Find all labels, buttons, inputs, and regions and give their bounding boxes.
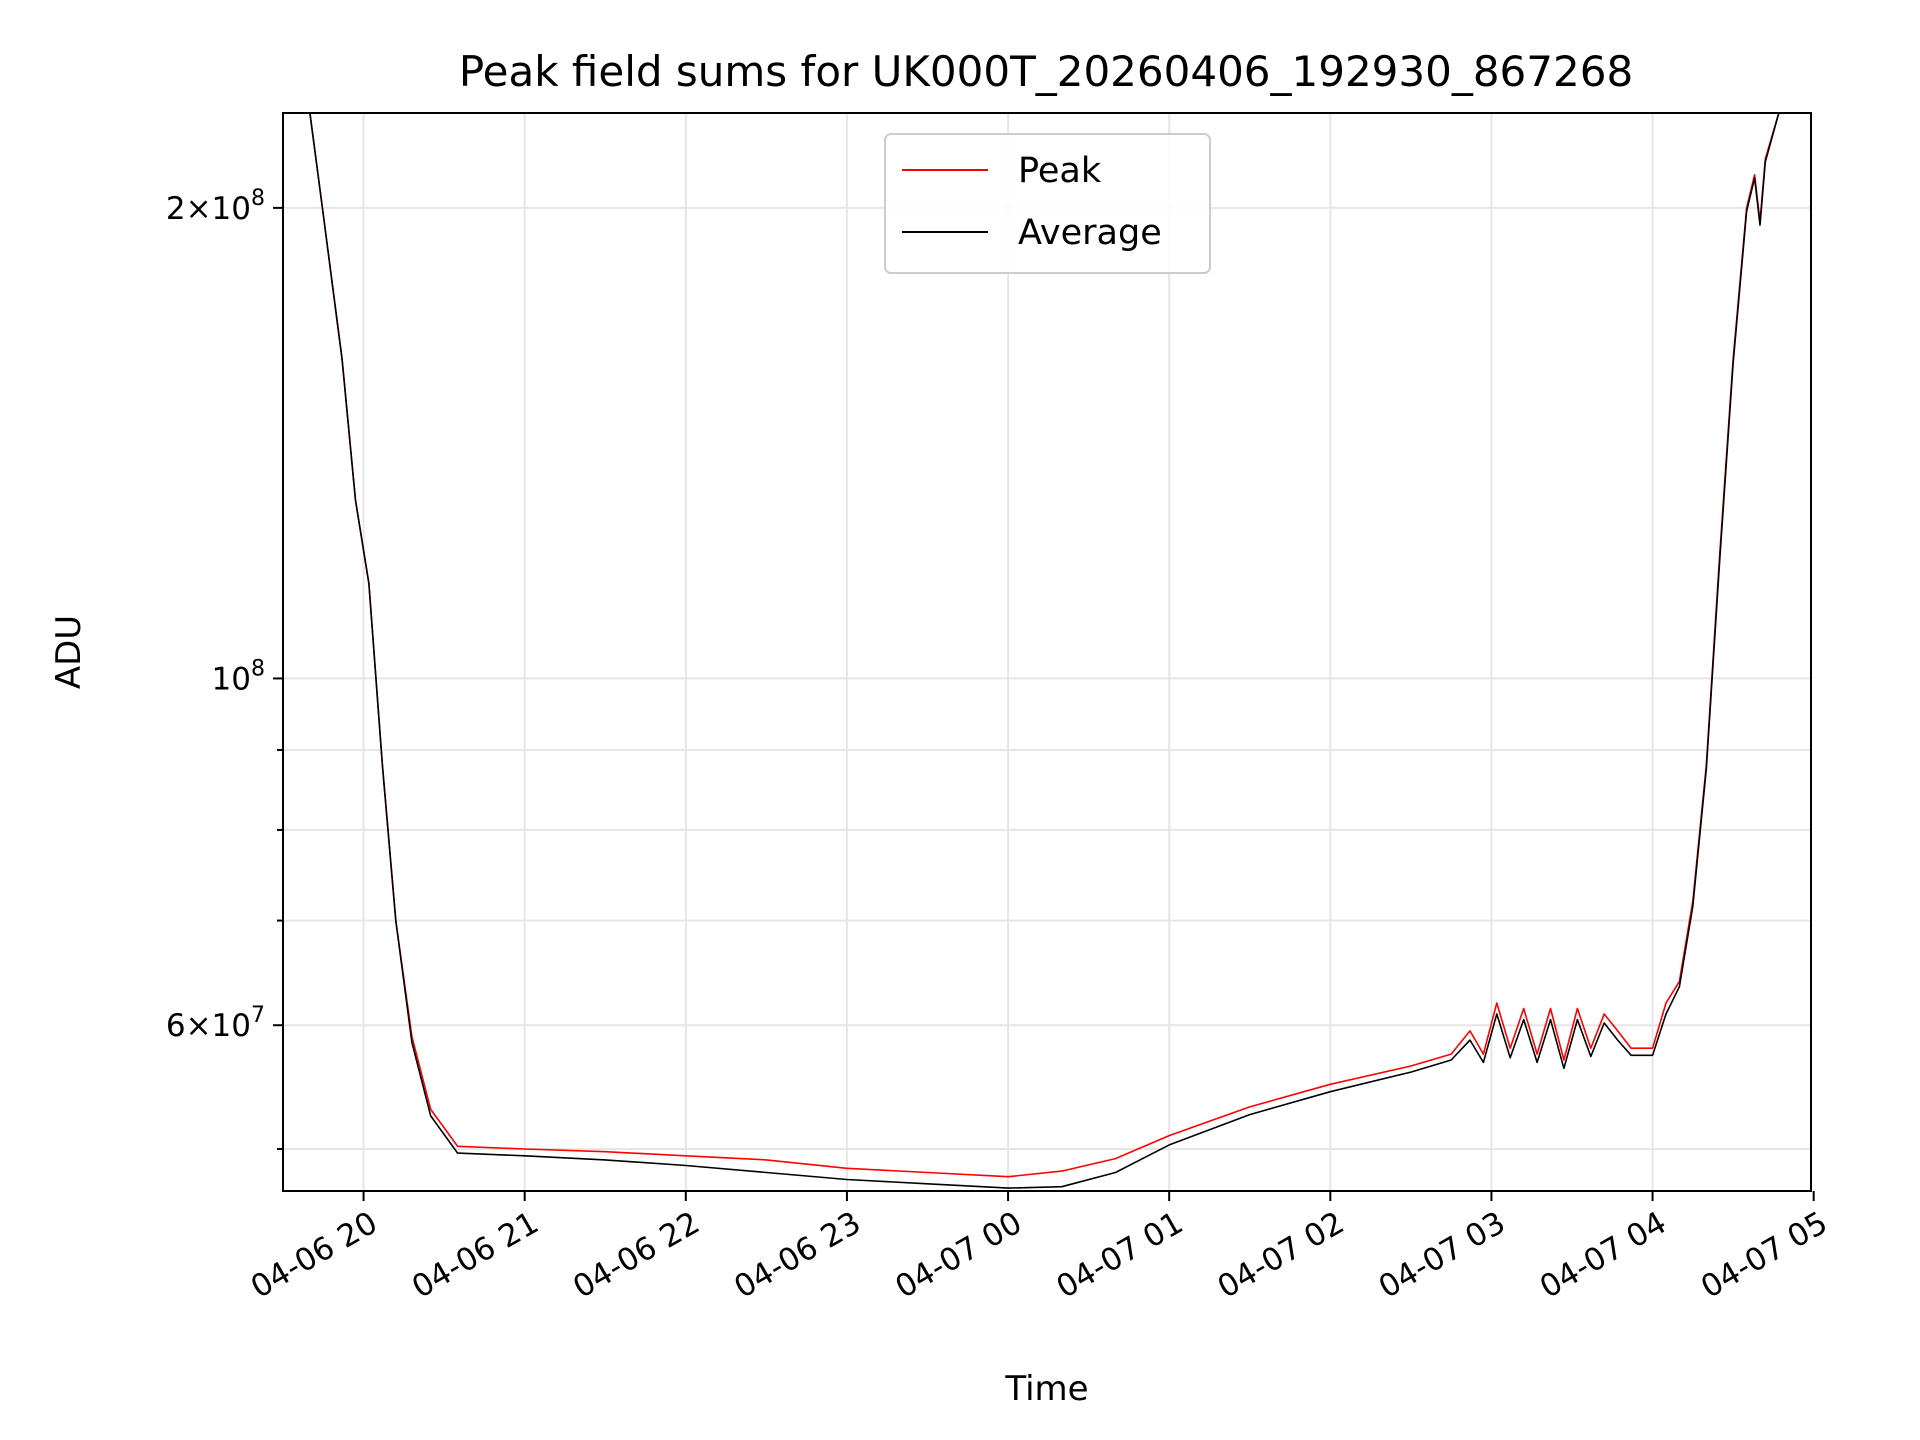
y-tick-base: 10	[212, 191, 251, 227]
legend-box	[884, 133, 1211, 274]
y-tick-mantissa: 6	[166, 1008, 186, 1044]
legend-label-peak: Peak	[1018, 151, 1102, 191]
x-axis-label: Time	[1004, 1369, 1088, 1409]
y-axis-label: ADU	[49, 615, 89, 689]
y-tick-exponent: 7	[251, 1003, 265, 1028]
y-tick-label: 2×108	[166, 186, 265, 227]
series-line-average	[283, 113, 1787, 1189]
y-tick-label: 108	[212, 656, 265, 697]
y-tick-base: 10	[212, 661, 251, 697]
grid-lines	[283, 113, 1811, 1191]
y-tick-times: ×	[186, 1008, 212, 1044]
y-tick-exponent: 8	[251, 656, 265, 681]
legend: Peak Average	[884, 133, 1211, 274]
series-layer	[283, 113, 1787, 1189]
y-tick-times: ×	[186, 191, 212, 227]
plot-frame	[282, 112, 1812, 1192]
y-tick-base: 10	[212, 1008, 251, 1044]
y-tick-mantissa: 2	[166, 191, 186, 227]
y-tick-label: 6×107	[166, 1003, 265, 1044]
y-tick-exponent: 8	[251, 186, 265, 211]
legend-label-average: Average	[1018, 213, 1162, 253]
chart-title: Peak field sums for UK000T_20260406_1929…	[459, 47, 1633, 96]
